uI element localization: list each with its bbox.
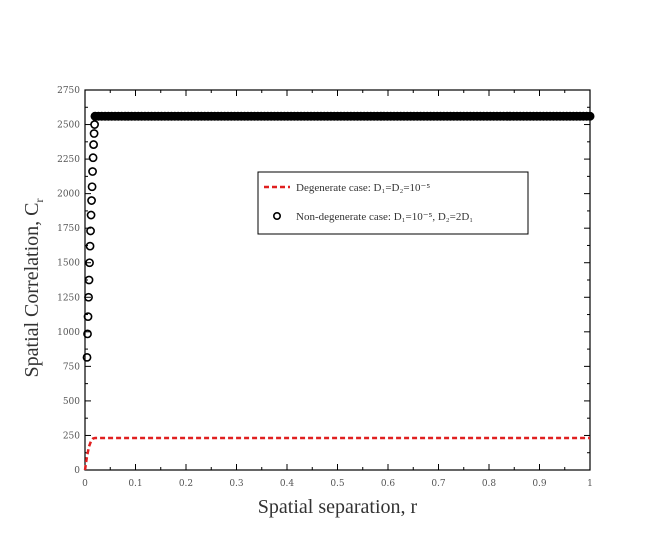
y-tick-label: 1250: [57, 293, 80, 303]
x-tick-label: 0.4: [280, 479, 295, 489]
x-tick-label: 1: [587, 479, 593, 489]
x-axis-ticks: 0 0.1 0.2 0.3 0.4 0.5 0.6 0.7 0.8 0.9 1: [82, 90, 593, 489]
y-axis-title: Spatial Correlation, Cr: [21, 199, 46, 378]
series-non-degenerate-point: [86, 226, 95, 236]
x-tick-label: 0: [82, 479, 88, 489]
legend-label-non-degenerate: Non-degenerate case: D₁=10⁻⁵, D₂=2D₁: [296, 211, 473, 223]
y-tick-label: 500: [63, 397, 80, 407]
x-axis-title: Spatial separation, r: [258, 496, 418, 518]
x-tick-label: 0.3: [229, 479, 244, 489]
series-non-degenerate-point: [82, 352, 92, 362]
series-non-degenerate-point: [85, 258, 94, 268]
legend-swatch-non-degenerate: [272, 212, 281, 221]
y-tick-label: 1750: [57, 224, 80, 234]
x-tick-label: 0.6: [381, 479, 396, 489]
y-tick-label: 2500: [57, 121, 80, 131]
series-non-degenerate-point: [90, 120, 99, 129]
series-non-degenerate-point: [89, 140, 98, 149]
series-non-degenerate-point: [84, 292, 93, 302]
y-tick-label: 1000: [57, 328, 80, 338]
legend-box: [257, 171, 529, 235]
series-non-degenerate-point: [87, 196, 96, 205]
x-tick-label: 0.1: [128, 479, 142, 489]
y-tick-label: 2250: [57, 155, 80, 165]
y-tick-label: 2750: [57, 86, 80, 96]
x-tick-label: 0.9: [532, 479, 547, 489]
x-tick-label: 0.7: [431, 479, 446, 489]
series-non-degenerate-point: [87, 182, 97, 192]
series-non-degenerate-point: [83, 329, 92, 339]
y-axis-ticks: 0 250 500 750 1000 1250 1500 1750 2000 2250 2500 27…: [57, 86, 590, 476]
y-axis-title-main: Spatial Correlation, C: [21, 203, 43, 378]
legend: Degenerate case: D₁=D₂=10⁻⁵ Non-degenera…: [257, 171, 529, 235]
y-tick-label: 250: [63, 431, 80, 441]
y-axis-title-subscript: r: [32, 199, 46, 203]
y-tick-label: 0: [74, 466, 80, 476]
plot-area: [84, 89, 591, 471]
y-tick-label: 750: [63, 362, 80, 372]
series-non-degenerate-point: [83, 312, 93, 322]
series-non-degenerate-point: [89, 129, 99, 138]
x-tick-label: 0.8: [482, 479, 497, 489]
legend-label-degenerate: Degenerate case: D₁=D₂=10⁻⁵: [296, 182, 430, 194]
y-tick-label: 1500: [57, 259, 80, 269]
series-non-degenerate-point: [84, 275, 94, 285]
x-tick-label: 0.2: [179, 479, 193, 489]
plot-frame: [84, 89, 591, 471]
series-non-degenerate-point: [85, 241, 95, 251]
series-plateau-point: [585, 111, 595, 121]
series-layer: [82, 111, 595, 471]
series-non-degenerate-point: [88, 153, 98, 163]
series-degenerate-line: [83, 436, 590, 471]
x-tick-label: 0.5: [330, 479, 345, 489]
series-non-degenerate-point: [86, 210, 96, 220]
y-tick-label: 2000: [57, 190, 80, 200]
series-non-degenerate-point: [88, 167, 97, 176]
